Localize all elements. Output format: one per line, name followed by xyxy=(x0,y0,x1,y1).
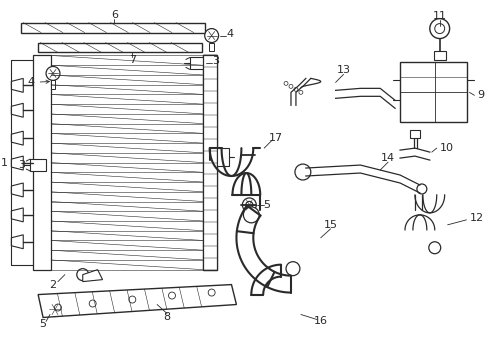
Circle shape xyxy=(416,184,426,194)
Text: 13: 13 xyxy=(336,66,350,76)
Circle shape xyxy=(298,90,302,94)
Text: 4: 4 xyxy=(27,77,49,87)
Circle shape xyxy=(204,28,218,42)
Circle shape xyxy=(294,164,310,180)
Circle shape xyxy=(284,81,287,85)
Text: 3: 3 xyxy=(18,160,25,170)
Circle shape xyxy=(245,201,252,208)
Bar xyxy=(203,55,216,270)
Circle shape xyxy=(54,304,61,311)
Circle shape xyxy=(168,292,175,299)
Circle shape xyxy=(208,289,215,296)
Bar xyxy=(216,148,228,166)
Circle shape xyxy=(89,300,96,307)
Polygon shape xyxy=(11,78,23,92)
Bar xyxy=(399,62,467,122)
Text: 15: 15 xyxy=(323,220,337,230)
Circle shape xyxy=(242,198,256,212)
Bar xyxy=(409,130,419,138)
Circle shape xyxy=(129,296,136,303)
Text: 12: 12 xyxy=(468,213,483,223)
Circle shape xyxy=(428,242,440,254)
Text: 17: 17 xyxy=(268,133,283,143)
Bar xyxy=(50,80,55,89)
Text: 5: 5 xyxy=(263,200,270,210)
Circle shape xyxy=(288,84,292,88)
Polygon shape xyxy=(11,235,23,249)
Text: 9: 9 xyxy=(476,90,484,100)
Text: 3: 3 xyxy=(212,57,219,67)
Circle shape xyxy=(285,262,299,276)
Circle shape xyxy=(51,306,59,313)
Polygon shape xyxy=(11,156,23,170)
Text: 1: 1 xyxy=(1,158,8,167)
Bar xyxy=(189,58,205,69)
Polygon shape xyxy=(38,285,236,318)
Bar xyxy=(21,23,204,32)
Text: 11: 11 xyxy=(432,11,446,21)
Polygon shape xyxy=(11,131,23,145)
Text: 14: 14 xyxy=(380,153,394,163)
Circle shape xyxy=(429,19,448,39)
Circle shape xyxy=(243,207,259,223)
Text: 7: 7 xyxy=(128,55,136,66)
Circle shape xyxy=(48,302,62,316)
Polygon shape xyxy=(11,103,23,117)
Text: 5: 5 xyxy=(40,319,46,329)
Text: 6: 6 xyxy=(111,10,118,20)
Text: 2: 2 xyxy=(49,280,57,289)
Bar xyxy=(433,50,445,60)
Circle shape xyxy=(46,67,60,80)
Circle shape xyxy=(434,24,444,33)
Text: 4: 4 xyxy=(226,28,233,39)
Polygon shape xyxy=(11,208,23,222)
Polygon shape xyxy=(82,270,102,282)
Circle shape xyxy=(293,87,297,91)
Bar xyxy=(203,55,216,270)
Bar xyxy=(38,42,202,53)
Bar xyxy=(30,159,46,171)
Polygon shape xyxy=(11,183,23,197)
Text: 10: 10 xyxy=(439,143,453,153)
Text: 8: 8 xyxy=(163,312,170,323)
Bar xyxy=(33,55,51,270)
Bar xyxy=(209,42,214,51)
Circle shape xyxy=(77,269,88,280)
Text: 16: 16 xyxy=(313,316,327,327)
